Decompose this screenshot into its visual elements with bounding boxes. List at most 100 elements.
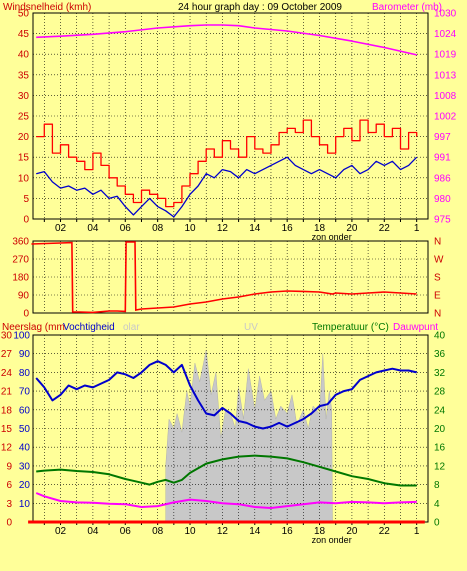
climate-panel-x-tick-label: 16 [282, 526, 294, 537]
temperature-tick-label: 24 [434, 405, 446, 416]
wind-panel-x-tick-label: 20 [346, 223, 358, 234]
wind-panel-x-tick-label: 14 [249, 223, 261, 234]
wind-panel-x-tick-label: 22 [379, 223, 391, 234]
temperature-tick-label: 12 [434, 461, 446, 472]
humidity-tick-label: 20 [19, 480, 31, 491]
barometer-tick-label: 997 [434, 132, 451, 143]
humidity-label: Vochtigheid [63, 322, 115, 333]
direction-compass-label: N [434, 237, 441, 248]
uv-label: UV [244, 322, 258, 333]
direction-degree-label: 180 [12, 273, 29, 284]
rain-tick-label: 18 [1, 405, 13, 416]
solar-label: olar [123, 322, 140, 333]
wind-panel-x-tick-label: 06 [120, 223, 132, 234]
humidity-tick-label: 80 [19, 368, 31, 379]
barometer-tick-label: 1024 [434, 29, 457, 40]
wind-panel-x-tick-label: 12 [217, 223, 229, 234]
wind-panel-x-tick-label: 18 [314, 223, 326, 234]
humidity-tick-label: 100 [13, 331, 30, 342]
rain-tick-label: 24 [1, 368, 13, 379]
rain-tick-label: 27 [1, 349, 13, 360]
wind-panel-x-end-label: 1 [414, 223, 420, 234]
wind-speed-tick-label: 40 [18, 50, 30, 61]
climate-panel-x-tick-label: 04 [87, 526, 99, 537]
climate-panel-x-tick-label: 22 [379, 526, 391, 537]
wind-speed-tick-label: 5 [23, 194, 29, 205]
wind-speed-tick-label: 20 [18, 132, 30, 143]
wind-panel-x-tick-label: 10 [184, 223, 196, 234]
left-axis-label: Windsnelheid (kmh) [3, 2, 91, 13]
barometer-tick-label: 1002 [434, 112, 457, 123]
direction-compass-label: E [434, 291, 441, 302]
climate-panel-x-tick-label: 20 [346, 526, 358, 537]
dewpoint-line [35, 492, 417, 509]
climate-panel-x-tick-label: 02 [55, 526, 67, 537]
direction-panel-frame [32, 240, 429, 314]
rain-tick-label: 15 [1, 424, 13, 435]
wind-speed-tick-label: 15 [18, 153, 30, 164]
direction-degree-label: 0 [23, 309, 29, 320]
wind-panel-x-tick-label: 04 [87, 223, 99, 234]
barometer-tick-label: 1030 [434, 9, 457, 20]
wind-speed-tick-label: 25 [18, 112, 30, 123]
wind-speed-tick-label: 45 [18, 29, 30, 40]
climate-panel-x-tick-label: 08 [152, 526, 164, 537]
barometer-tick-label: 980 [434, 194, 451, 205]
barometer-tick-label: 1013 [434, 70, 457, 81]
barometer-tick-label: 975 [434, 215, 451, 226]
humidity-tick-label: 70 [19, 387, 31, 398]
wind-panel-frame [32, 12, 429, 220]
direction-degree-label: 360 [12, 237, 29, 248]
wind-panel-x-tick-label: 16 [282, 223, 294, 234]
direction-compass-label: S [434, 273, 441, 284]
climate-panel-x-tick-label: 18 [314, 526, 326, 537]
barometer-tick-label: 986 [434, 173, 451, 184]
wind-panel-sunset-label: zon onder [312, 232, 352, 242]
wind-direction-line [31, 241, 417, 314]
humidity-tick-label: 60 [19, 405, 31, 416]
temperature-tick-label: 16 [434, 443, 446, 454]
temperature-tick-label: 28 [434, 387, 446, 398]
direction-degree-label: 270 [12, 255, 29, 266]
rain-tick-label: 3 [6, 499, 12, 510]
wind-panel-x-tick-label: 08 [152, 223, 164, 234]
rain-axis-label: Neerslag (mm [2, 322, 65, 333]
direction-compass-label: W [434, 255, 444, 266]
climate-panel-x-tick-label: 12 [217, 526, 229, 537]
wind-speed-tick-label: 35 [18, 70, 30, 81]
humidity-tick-label: 90 [19, 349, 31, 360]
temperature-tick-label: 4 [434, 499, 440, 510]
wind-speed-tick-label: 0 [23, 215, 29, 226]
right-axis-label: Barometer (mb) [372, 2, 442, 13]
temperature-tick-label: 20 [434, 424, 446, 435]
temperature-tick-label: 0 [434, 518, 440, 529]
barometer-tick-label: 991 [434, 153, 451, 164]
climate-panel-sunset-label: zon onder [312, 535, 352, 545]
temperature-tick-label: 40 [434, 331, 446, 342]
wind-speed-line [36, 156, 418, 218]
rain-tick-label: 21 [1, 387, 13, 398]
barometer-tick-label: 1008 [434, 91, 457, 102]
temperature-label: Temperatuur (°C) [312, 322, 389, 333]
humidity-tick-label: 50 [19, 424, 31, 435]
rain-tick-label: 30 [1, 331, 13, 342]
wind-speed-tick-label: 50 [18, 9, 30, 20]
temperature-tick-label: 36 [434, 349, 446, 360]
climate-panel-x-end-label: 1 [414, 526, 420, 537]
humidity-tick-label: 10 [19, 499, 31, 510]
rain-tick-label: 0 [6, 518, 12, 529]
wind-speed-tick-label: 30 [18, 91, 30, 102]
rain-tick-label: 6 [6, 480, 12, 491]
humidity-line [35, 360, 417, 430]
chart-title: 24 hour graph day : 09 October 2009 [178, 2, 342, 13]
solar-radiation-area [165, 349, 333, 523]
temperature-tick-label: 32 [434, 368, 446, 379]
temperature-tick-label: 8 [434, 480, 440, 491]
rain-tick-label: 12 [1, 443, 13, 454]
direction-compass-label: N [434, 309, 441, 320]
climate-panel-x-tick-label: 06 [120, 526, 132, 537]
